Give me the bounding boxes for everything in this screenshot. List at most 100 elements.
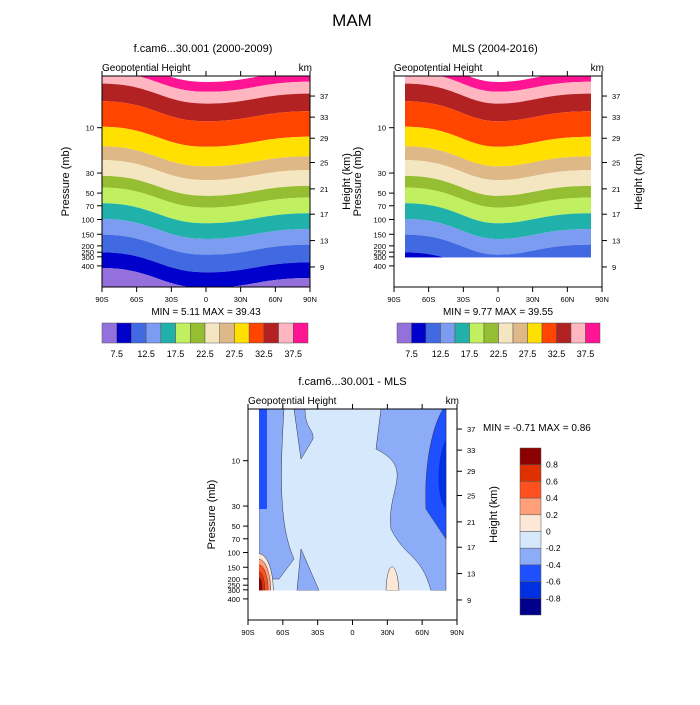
contour-band xyxy=(375,409,447,591)
y-right-axis-label: Height (km) xyxy=(633,153,645,210)
y-right-tick-label: 25 xyxy=(320,159,328,168)
y-right-tick-label: 21 xyxy=(612,185,620,194)
colorbar-swatch xyxy=(512,322,528,344)
colorbar-swatch xyxy=(483,322,499,344)
x-tick-label: 60S xyxy=(276,628,289,637)
colorbar-label: 22.5 xyxy=(196,349,214,359)
y-right-tick-label: 9 xyxy=(467,596,471,605)
x-tick-label: 30N xyxy=(234,295,248,304)
contour-band xyxy=(405,146,591,181)
left-label: Geopotential Height xyxy=(248,396,337,407)
y-tick-label: 250 xyxy=(81,248,94,257)
colorbar-swatch xyxy=(219,322,235,344)
left-label: Geopotential Height xyxy=(102,63,191,74)
contour-band xyxy=(405,76,591,104)
colorbar-swatch xyxy=(101,322,117,344)
x-tick-label: 60N xyxy=(560,295,574,304)
y-right-tick-label: 9 xyxy=(612,263,616,272)
colorbar-label: 37.5 xyxy=(285,349,303,359)
contour-band xyxy=(102,203,310,239)
colorbar-swatch xyxy=(519,581,542,599)
colorbar-label: 12.5 xyxy=(432,349,450,359)
colorbar-swatch xyxy=(234,322,250,344)
contour-band xyxy=(102,252,310,287)
colorbar-swatch xyxy=(175,322,191,344)
colorbar: 0.8 0.6 0.4 0.2 0 -0.2 -0.4 -0.6 -0.8 xyxy=(519,447,561,616)
contour-fill xyxy=(102,76,310,287)
x-tick-label: 0 xyxy=(496,295,500,304)
colorbar-label: -0.6 xyxy=(546,577,561,587)
colorbar-swatch xyxy=(263,322,279,344)
contour-band xyxy=(425,409,447,540)
x-tick-label: 30N xyxy=(380,628,394,637)
y-tick-label: 150 xyxy=(373,230,386,239)
contour-band xyxy=(405,218,591,255)
y-tick-label: 100 xyxy=(373,215,386,224)
contour-band xyxy=(405,160,591,196)
contour-band xyxy=(102,175,310,208)
colorbar-swatch xyxy=(527,322,543,344)
panel-1: f.cam6...30.001 (2000-2009) Geopotential … xyxy=(60,43,353,359)
main-title: MAM xyxy=(332,11,372,30)
y-right-tick-label: 37 xyxy=(467,425,475,434)
contour-band xyxy=(385,566,400,591)
y-right-tick-label: 25 xyxy=(612,159,620,168)
y-right-axis-label: Height (km) xyxy=(341,153,353,210)
colorbar-swatch xyxy=(519,598,542,616)
panel-title: f.cam6...30.001 - MLS xyxy=(298,376,406,388)
colorbar-swatch xyxy=(248,322,265,344)
min-max-stats: MIN = 9.77 MAX = 39.55 xyxy=(443,307,553,318)
colorbar-label: 17.5 xyxy=(461,349,479,359)
y-tick-label: 400 xyxy=(227,595,240,604)
y-tick-label: 400 xyxy=(373,262,386,271)
y-axis-label: Pressure (mb) xyxy=(60,147,72,217)
min-max-stats: MIN = 5.11 MAX = 39.43 xyxy=(151,307,261,318)
y-right-tick-label: 17 xyxy=(320,210,328,219)
y-right-tick-label: 13 xyxy=(612,237,620,246)
contour-band xyxy=(405,126,591,167)
contour-band xyxy=(102,160,310,196)
y-tick-label: 150 xyxy=(81,230,94,239)
colorbar-swatch xyxy=(411,322,427,344)
x-tick-label: 0 xyxy=(350,628,354,637)
x-tick-label: 60N xyxy=(415,628,429,637)
colorbar-label: -0.2 xyxy=(546,543,561,553)
x-tick-label: 30S xyxy=(165,295,178,304)
colorbar-label: 32.5 xyxy=(255,349,273,359)
colorbar-swatch xyxy=(145,322,162,344)
y-tick-label: 50 xyxy=(232,522,240,531)
y-tick-label: 30 xyxy=(378,169,386,178)
colorbar-swatch xyxy=(519,531,542,549)
colorbar-swatch xyxy=(454,322,470,344)
y-tick-label: 10 xyxy=(86,124,94,133)
contour-band xyxy=(440,76,591,92)
y-tick-label: 200 xyxy=(81,242,94,251)
colorbar-label: 32.5 xyxy=(548,349,566,359)
colorbar-label: 17.5 xyxy=(167,349,185,359)
x-tick-label: 60S xyxy=(422,295,435,304)
contour-band xyxy=(102,101,310,147)
colorbar-swatch xyxy=(541,322,557,344)
colorbar-label: 0.2 xyxy=(546,510,558,520)
y-tick-label: 200 xyxy=(227,575,240,584)
colorbar-swatch xyxy=(396,322,412,344)
colorbar-label: 37.5 xyxy=(577,349,595,359)
missing-region xyxy=(248,590,457,620)
contour-band xyxy=(137,76,310,92)
x-tick-label: 90N xyxy=(303,295,317,304)
x-tick-label: 90S xyxy=(241,628,254,637)
contour-band xyxy=(102,146,310,181)
colorbar-swatch xyxy=(293,322,309,344)
missing-region xyxy=(591,76,602,287)
right-label: km xyxy=(446,396,459,407)
missing-region xyxy=(248,409,259,620)
colorbar-label: 0.8 xyxy=(546,460,558,470)
y-right-tick-label: 29 xyxy=(320,134,328,143)
missing-region xyxy=(394,76,405,287)
y-tick-label: 250 xyxy=(373,248,386,257)
panel-title: f.cam6...30.001 (2000-2009) xyxy=(134,43,273,55)
contour-band xyxy=(102,218,310,255)
contour-band xyxy=(102,234,310,273)
contour-band xyxy=(102,187,310,224)
colorbar-swatch xyxy=(278,322,294,344)
